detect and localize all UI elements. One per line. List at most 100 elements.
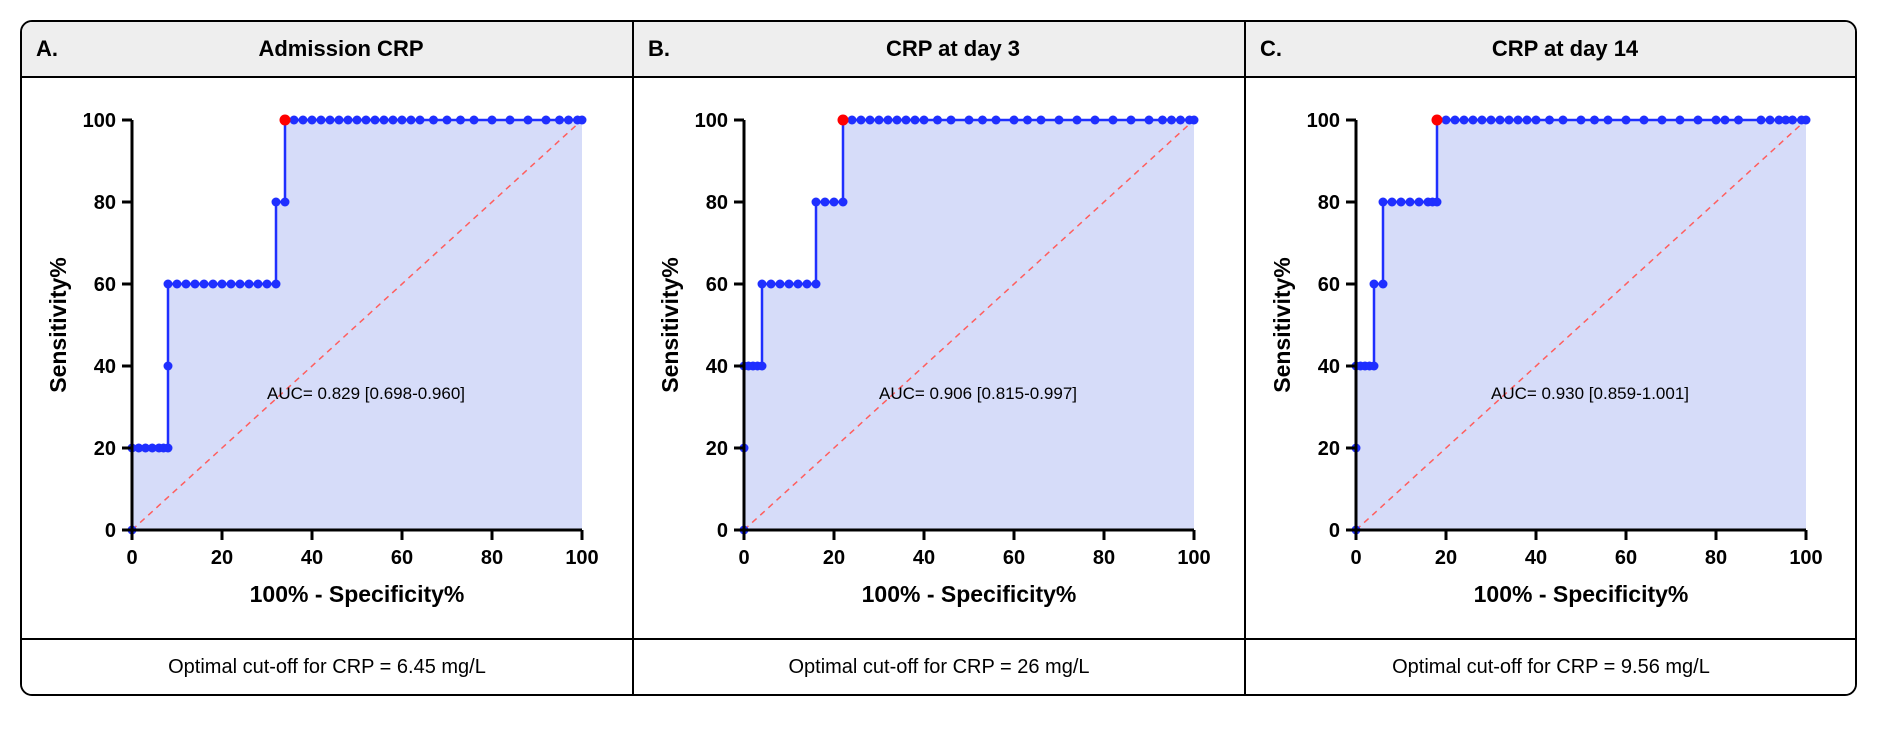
roc-point: [470, 116, 479, 125]
y-axis-title: Sensitivity%: [1269, 257, 1295, 393]
roc-point: [443, 116, 452, 125]
y-tick-label: 20: [706, 438, 728, 460]
y-tick-label: 100: [695, 110, 728, 132]
x-tick-label: 80: [1093, 547, 1115, 569]
roc-point: [812, 198, 821, 207]
roc-point: [1590, 116, 1599, 125]
roc-point: [1712, 116, 1721, 125]
roc-point: [578, 116, 587, 125]
roc-point: [389, 116, 398, 125]
roc-point: [1469, 116, 1478, 125]
roc-point: [1406, 198, 1415, 207]
roc-point: [1023, 116, 1032, 125]
x-tick-label: 40: [913, 547, 935, 569]
y-tick-label: 100: [83, 110, 116, 132]
roc-point: [893, 116, 902, 125]
panel-letter: B.: [648, 36, 670, 62]
roc-point: [272, 280, 281, 289]
panel-header: C.CRP at day 14: [1246, 22, 1856, 78]
y-tick-label: 40: [706, 356, 728, 378]
roc-point: [371, 116, 380, 125]
roc-point: [1190, 116, 1199, 125]
roc-point: [1176, 116, 1185, 125]
y-tick-label: 80: [1318, 192, 1340, 214]
roc-point: [191, 280, 200, 289]
roc-point: [1388, 198, 1397, 207]
roc-point: [1514, 116, 1523, 125]
roc-point: [164, 444, 173, 453]
roc-point: [1442, 116, 1451, 125]
roc-point: [812, 280, 821, 289]
roc-point: [1460, 116, 1469, 125]
roc-point: [200, 280, 209, 289]
panel-header: B.CRP at day 3: [634, 22, 1244, 78]
roc-point: [1545, 116, 1554, 125]
x-tick-label: 60: [1003, 547, 1025, 569]
roc-point: [236, 280, 245, 289]
roc-point: [1145, 116, 1154, 125]
roc-point: [767, 280, 776, 289]
roc-point: [1127, 116, 1136, 125]
y-tick-label: 0: [1329, 520, 1340, 542]
roc-point: [281, 198, 290, 207]
roc-point: [564, 116, 573, 125]
roc-point: [1451, 116, 1460, 125]
roc-point: [1478, 116, 1487, 125]
roc-point: [1523, 116, 1532, 125]
roc-point: [1622, 116, 1631, 125]
y-tick-label: 40: [1318, 356, 1340, 378]
x-tick-label: 80: [1705, 547, 1727, 569]
roc-point: [1370, 362, 1379, 371]
roc-point: [866, 116, 875, 125]
y-tick-label: 20: [1318, 438, 1340, 460]
x-tick-label: 60: [1615, 547, 1637, 569]
y-tick-label: 0: [105, 520, 116, 542]
roc-point: [978, 116, 987, 125]
roc-point: [1559, 116, 1568, 125]
panel-chart: 020406080100020406080100100% - Specifici…: [1246, 78, 1856, 638]
panel-title: CRP at day 3: [676, 36, 1230, 62]
roc-point: [245, 280, 254, 289]
roc-point: [758, 362, 767, 371]
y-tick-label: 100: [1307, 110, 1340, 132]
x-tick-label: 20: [211, 547, 233, 569]
roc-point: [1766, 116, 1775, 125]
auc-text: AUC= 0.829 [0.698-0.960]: [267, 384, 465, 403]
roc-point: [353, 116, 362, 125]
roc-point: [884, 116, 893, 125]
panel-title: Admission CRP: [64, 36, 618, 62]
cutoff-text: Optimal cut-off for CRP = 26 mg/L: [788, 656, 1089, 679]
roc-point: [911, 116, 920, 125]
roc-point: [542, 116, 551, 125]
roc-point: [218, 280, 227, 289]
y-tick-label: 80: [94, 192, 116, 214]
roc-optimal-point: [1432, 115, 1443, 126]
roc-point: [830, 198, 839, 207]
roc-point: [875, 116, 884, 125]
roc-point: [1158, 116, 1167, 125]
panel-footer: Optimal cut-off for CRP = 9.56 mg/L: [1246, 638, 1856, 694]
roc-point: [1734, 116, 1743, 125]
x-tick-label: 20: [1435, 547, 1457, 569]
panel-c: C.CRP at day 140204060801000204060801001…: [1244, 22, 1856, 694]
roc-point: [1640, 116, 1649, 125]
y-tick-label: 60: [94, 274, 116, 296]
roc-point: [785, 280, 794, 289]
roc-point: [1496, 116, 1505, 125]
roc-point: [1037, 116, 1046, 125]
roc-point: [1532, 116, 1541, 125]
x-tick-label: 20: [823, 547, 845, 569]
x-tick-label: 40: [301, 547, 323, 569]
roc-point: [398, 116, 407, 125]
roc-point: [1577, 116, 1586, 125]
roc-point: [776, 280, 785, 289]
panel-footer: Optimal cut-off for CRP = 26 mg/L: [634, 638, 1244, 694]
roc-point: [506, 116, 515, 125]
roc-chart: 020406080100020406080100100% - Specifici…: [42, 100, 602, 620]
roc-point: [164, 362, 173, 371]
roc-point: [1604, 116, 1613, 125]
roc-point: [1109, 116, 1118, 125]
auc-text: AUC= 0.906 [0.815-0.997]: [879, 384, 1077, 403]
roc-point: [1010, 116, 1019, 125]
roc-figure: A.Admission CRP0204060801000204060801001…: [20, 20, 1857, 696]
